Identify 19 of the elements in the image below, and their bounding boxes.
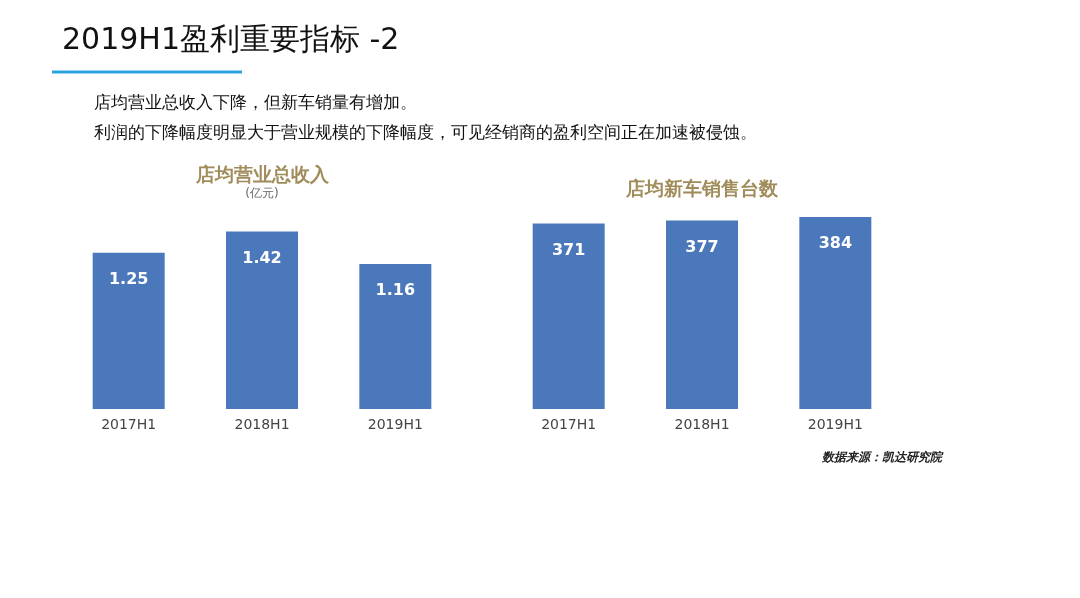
data-label: 377: [685, 236, 719, 256]
x-tick-label: 2019H1: [807, 415, 863, 432]
chart-title: 店均营业总收入: [194, 163, 330, 185]
x-tick-label: 2019H1: [367, 415, 423, 432]
data-label: 371: [551, 239, 586, 259]
data-label: 384: [818, 233, 853, 252]
data-label: 1.25: [108, 268, 149, 288]
text: 利润的下降幅度明显大于营业规模的下降幅度，可见经销商的盈利空间正在加速被侵蚀。: [94, 122, 757, 142]
x-tick-label: 2017H1: [101, 415, 157, 432]
data-label: 1.16: [375, 280, 416, 299]
x-tick-label: 2017H1: [541, 415, 597, 432]
chart-title: 店均新车销售台数: [625, 177, 779, 199]
x-tick-label: 2018H1: [234, 415, 290, 432]
data-label: 1.42: [242, 247, 282, 267]
text: 店均营业总收入下降，但新车销量有增加。: [94, 92, 417, 112]
chart-subtitle: (亿元): [245, 186, 279, 200]
text: 2019H1盈利重要指标 -2: [62, 21, 400, 56]
source-note: 数据来源：凯达研究院: [821, 450, 944, 464]
x-tick-label: 2018H1: [674, 415, 730, 432]
